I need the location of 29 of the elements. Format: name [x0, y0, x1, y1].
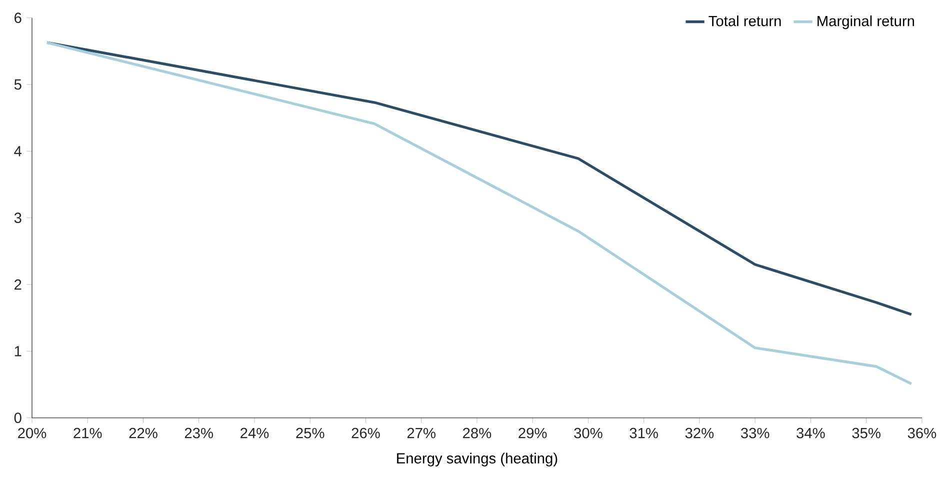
y-tick-label: 5	[14, 79, 22, 90]
legend-label: Total return	[708, 16, 781, 26]
x-tick-label: 25%	[296, 428, 324, 438]
x-tick-label: 34%	[796, 428, 825, 438]
y-tick-label: 1	[14, 346, 22, 356]
y-tick-label: 0	[14, 412, 22, 424]
y-tick-label: 4	[14, 146, 22, 156]
y-tick-label: 6	[14, 12, 22, 24]
x-tick-label: 33%	[740, 428, 770, 438]
y-tick-label: 3	[14, 212, 22, 224]
x-tick-label: 36%	[908, 428, 936, 438]
x-tick-label: 30%	[574, 428, 602, 438]
x-tick-label: 27%	[407, 428, 436, 438]
x-tick-label: 24%	[240, 428, 269, 438]
x-axis-title: Energy savings (heating)	[397, 452, 558, 466]
x-tick-label: 29%	[518, 428, 547, 438]
y-tick-label: 2	[14, 279, 22, 290]
x-tick-label: 31%	[630, 428, 658, 438]
x-tick-label: 22%	[129, 428, 158, 438]
x-tick-label: 35%	[852, 428, 880, 438]
x-tick-label: 26%	[352, 428, 380, 438]
x-tick-label: 28%	[463, 428, 492, 438]
legend-label: Marginal return	[818, 16, 914, 30]
x-tick-label: 32%	[685, 428, 714, 438]
x-tick-label: 21%	[74, 428, 102, 438]
line-series	[46, 41, 913, 316]
line-series	[46, 41, 913, 386]
x-tick-label: 23%	[184, 428, 213, 438]
x-tick-label: 20%	[18, 428, 46, 438]
